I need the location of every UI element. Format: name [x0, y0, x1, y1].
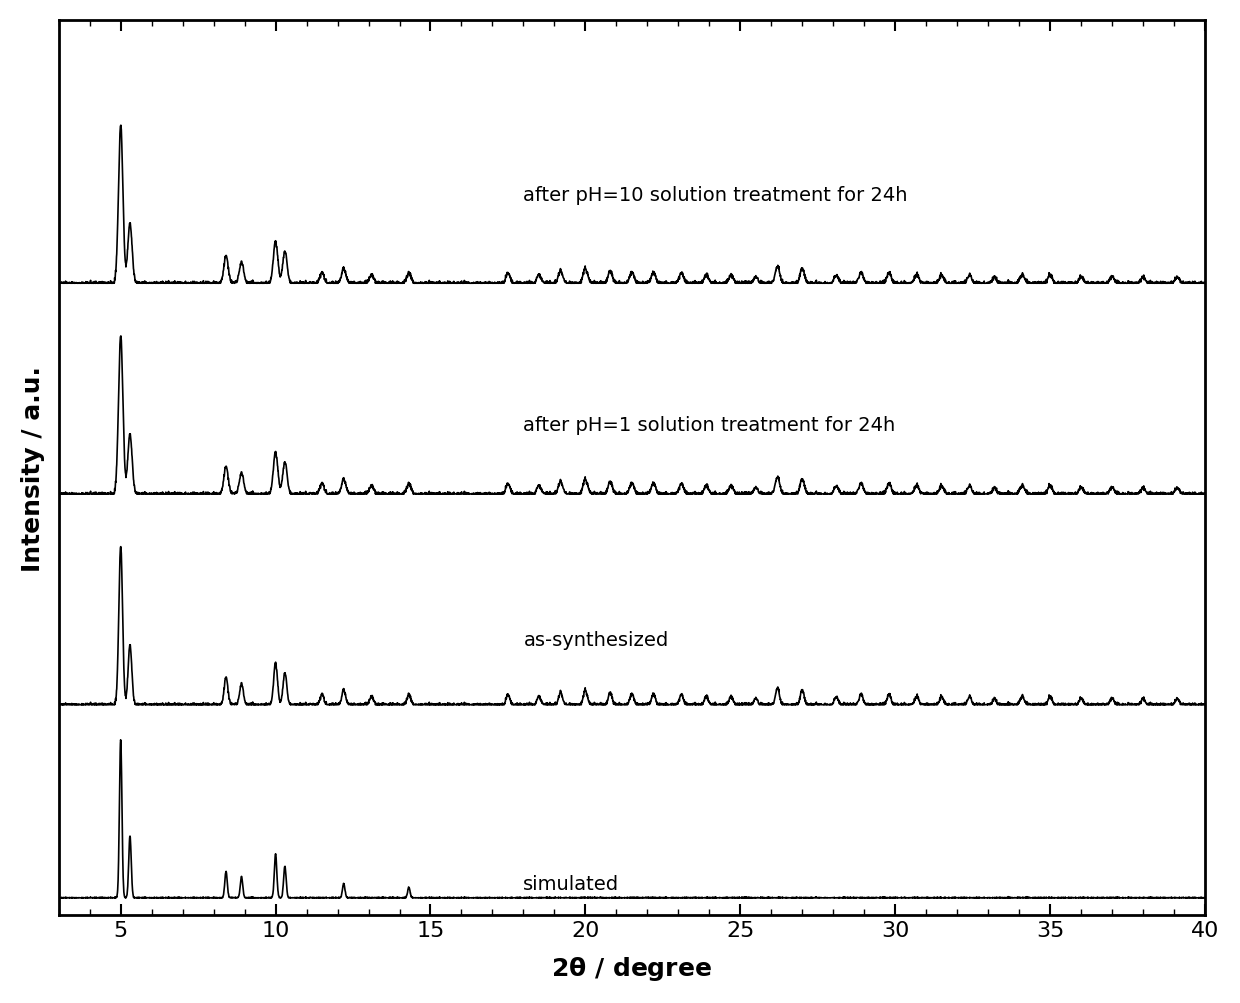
Y-axis label: Intensity / a.u.: Intensity / a.u. — [21, 365, 45, 571]
Text: as-synthesized: as-synthesized — [523, 631, 668, 650]
Text: simulated: simulated — [523, 875, 620, 894]
X-axis label: $\mathbf{2\theta}$ / degree: $\mathbf{2\theta}$ / degree — [552, 954, 712, 982]
Text: after pH=10 solution treatment for 24h: after pH=10 solution treatment for 24h — [523, 186, 908, 205]
Text: after pH=1 solution treatment for 24h: after pH=1 solution treatment for 24h — [523, 415, 895, 434]
